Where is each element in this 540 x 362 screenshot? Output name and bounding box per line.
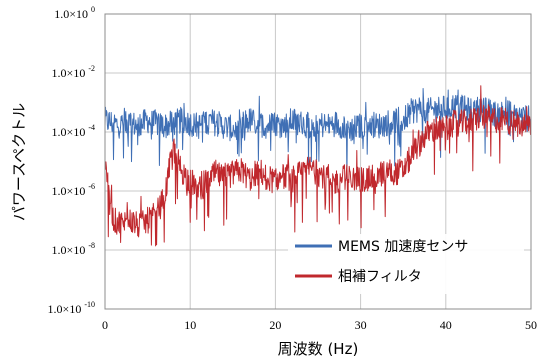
y-tick-label: 1.0×10 0 <box>54 5 95 21</box>
y-axis-title: パワースペクトル <box>10 103 28 221</box>
legend-label-complementary: 相補フィルタ <box>338 269 422 285</box>
x-tick-label: 40 <box>440 318 452 332</box>
legend-label-mems: MEMS 加速度センサ <box>338 239 468 255</box>
y-tick-label: 1.0×10 -10 <box>48 300 95 316</box>
x-tick-label: 0 <box>102 318 108 332</box>
plot-frame <box>104 13 532 310</box>
y-tick-label: 1.0×10 -4 <box>52 123 95 139</box>
series-layer <box>104 85 532 247</box>
y-tick-labels: 1.0×10 0 1.0×10 -2 1.0×10 -4 1.0×10 -6 1.0×1… <box>48 5 95 316</box>
x-tick-label: 50 <box>525 318 537 332</box>
x-tick-labels: 0 10 20 30 40 50 <box>102 318 537 332</box>
x-axis-title: 周波数 (Hz) <box>278 340 359 358</box>
series-complementary <box>104 85 532 247</box>
x-tick-label: 20 <box>269 318 281 332</box>
x-tick-label: 30 <box>355 318 367 332</box>
legend-background <box>288 234 524 294</box>
y-tick-label: 1.0×10 -2 <box>52 64 95 80</box>
series-mems <box>104 88 532 180</box>
x-tick-label: 10 <box>184 318 196 332</box>
legend: MEMS 加速度センサ 相補フィルタ <box>288 234 524 294</box>
y-tick-label: 1.0×10 -8 <box>52 241 95 257</box>
y-tick-label: 1.0×10 -6 <box>52 182 95 198</box>
